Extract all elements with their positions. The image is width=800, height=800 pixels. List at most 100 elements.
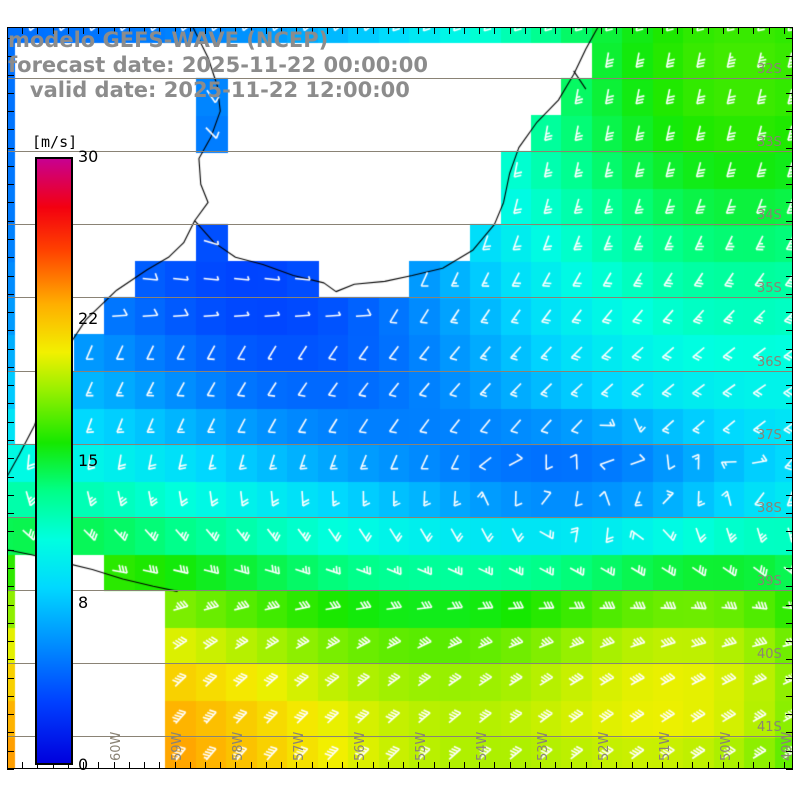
tick-top	[175, 27, 176, 34]
tick-top	[769, 27, 770, 34]
tick-top	[114, 27, 115, 34]
lon-label-57W: 57W	[292, 731, 308, 761]
tick-top	[677, 27, 678, 34]
tick-top	[296, 27, 297, 34]
lat-label-34S: 34S	[757, 208, 782, 224]
tick-right	[786, 221, 793, 222]
tick-bottom	[37, 762, 38, 769]
tick-bottom	[53, 762, 54, 769]
tick-bottom	[647, 762, 648, 769]
tick-bottom	[449, 762, 450, 769]
tick-right	[786, 458, 793, 459]
tick-left	[7, 659, 14, 660]
tick-top	[525, 27, 526, 34]
tick-bottom	[708, 762, 709, 769]
tick-top	[510, 27, 511, 34]
lon-label-60W: 60W	[109, 731, 125, 761]
tick-top	[571, 27, 572, 34]
tick-top	[753, 27, 754, 34]
tick-bottom	[83, 762, 84, 769]
tick-bottom	[738, 762, 739, 769]
tick-right	[786, 568, 793, 569]
tick-left	[7, 349, 14, 350]
colorbar-tick-15: 15	[78, 451, 99, 470]
tick-top	[540, 27, 541, 34]
tick-top	[494, 27, 495, 34]
tick-top	[342, 27, 343, 34]
tick-top	[388, 27, 389, 34]
tick-bottom	[205, 762, 206, 769]
tick-right	[786, 239, 793, 240]
tick-bottom	[68, 762, 69, 769]
page-title: modelo GEFS-WAVE (NCEP) forecast date: 2…	[8, 28, 428, 102]
tick-bottom	[342, 762, 343, 769]
tick-right	[786, 696, 793, 697]
tick-right	[786, 550, 793, 551]
tick-bottom	[723, 762, 724, 769]
tick-left	[7, 184, 14, 185]
tick-right	[786, 148, 793, 149]
tick-left	[7, 513, 14, 514]
tick-left	[7, 623, 14, 624]
tick-bottom	[510, 762, 511, 769]
tick-right	[786, 605, 793, 606]
tick-bottom	[769, 762, 770, 769]
tick-left	[7, 294, 14, 295]
tick-top	[692, 27, 693, 34]
lat-label-33S: 33S	[757, 135, 782, 151]
tick-left	[7, 714, 14, 715]
tick-bottom	[434, 762, 435, 769]
tick-top	[7, 27, 8, 34]
tick-bottom	[235, 762, 236, 769]
tick-top	[434, 27, 435, 34]
tick-top	[98, 27, 99, 34]
tick-top	[83, 27, 84, 34]
tick-bottom	[129, 762, 130, 769]
tick-left	[7, 111, 14, 112]
lat-label-39S: 39S	[757, 573, 782, 589]
tick-top	[449, 27, 450, 34]
tick-bottom	[114, 762, 115, 769]
lat-label-36S: 36S	[757, 354, 782, 370]
tick-bottom	[525, 762, 526, 769]
tick-right	[786, 769, 793, 770]
tick-top	[555, 27, 556, 34]
tick-top	[53, 27, 54, 34]
colorbar-unit-label: [m/s]	[32, 133, 78, 151]
colorbar-tick-22: 22	[78, 309, 99, 329]
tick-bottom	[632, 762, 633, 769]
tick-top	[22, 27, 23, 34]
tick-top	[37, 27, 38, 34]
tick-left	[7, 440, 14, 441]
tick-top	[312, 27, 313, 34]
tick-right	[786, 422, 793, 423]
tick-top	[205, 27, 206, 34]
tick-right	[786, 385, 793, 386]
tick-left	[7, 312, 14, 313]
tick-right	[786, 678, 793, 679]
tick-right	[786, 202, 793, 203]
tick-top	[281, 27, 282, 34]
tick-top	[373, 27, 374, 34]
tick-right	[786, 531, 793, 532]
tick-bottom	[312, 762, 313, 769]
tick-top	[662, 27, 663, 34]
tick-right	[786, 751, 793, 752]
tick-left	[7, 129, 14, 130]
tick-bottom	[616, 762, 617, 769]
lon-label-54W: 54W	[475, 731, 491, 761]
tick-right	[786, 38, 793, 39]
tick-bottom	[7, 762, 8, 769]
map-plot-area[interactable]: 61W60W59W58W57W56W55W54W53W52W51W50W49W …	[7, 27, 793, 769]
tick-left	[7, 751, 14, 752]
tick-left	[7, 221, 14, 222]
tick-top	[784, 27, 785, 34]
tick-bottom	[388, 762, 389, 769]
tick-bottom	[373, 762, 374, 769]
tick-left	[7, 75, 14, 76]
tick-right	[786, 513, 793, 514]
tick-bottom	[357, 762, 358, 769]
lat-label-41S: 41S	[757, 720, 782, 736]
tick-top	[708, 27, 709, 34]
